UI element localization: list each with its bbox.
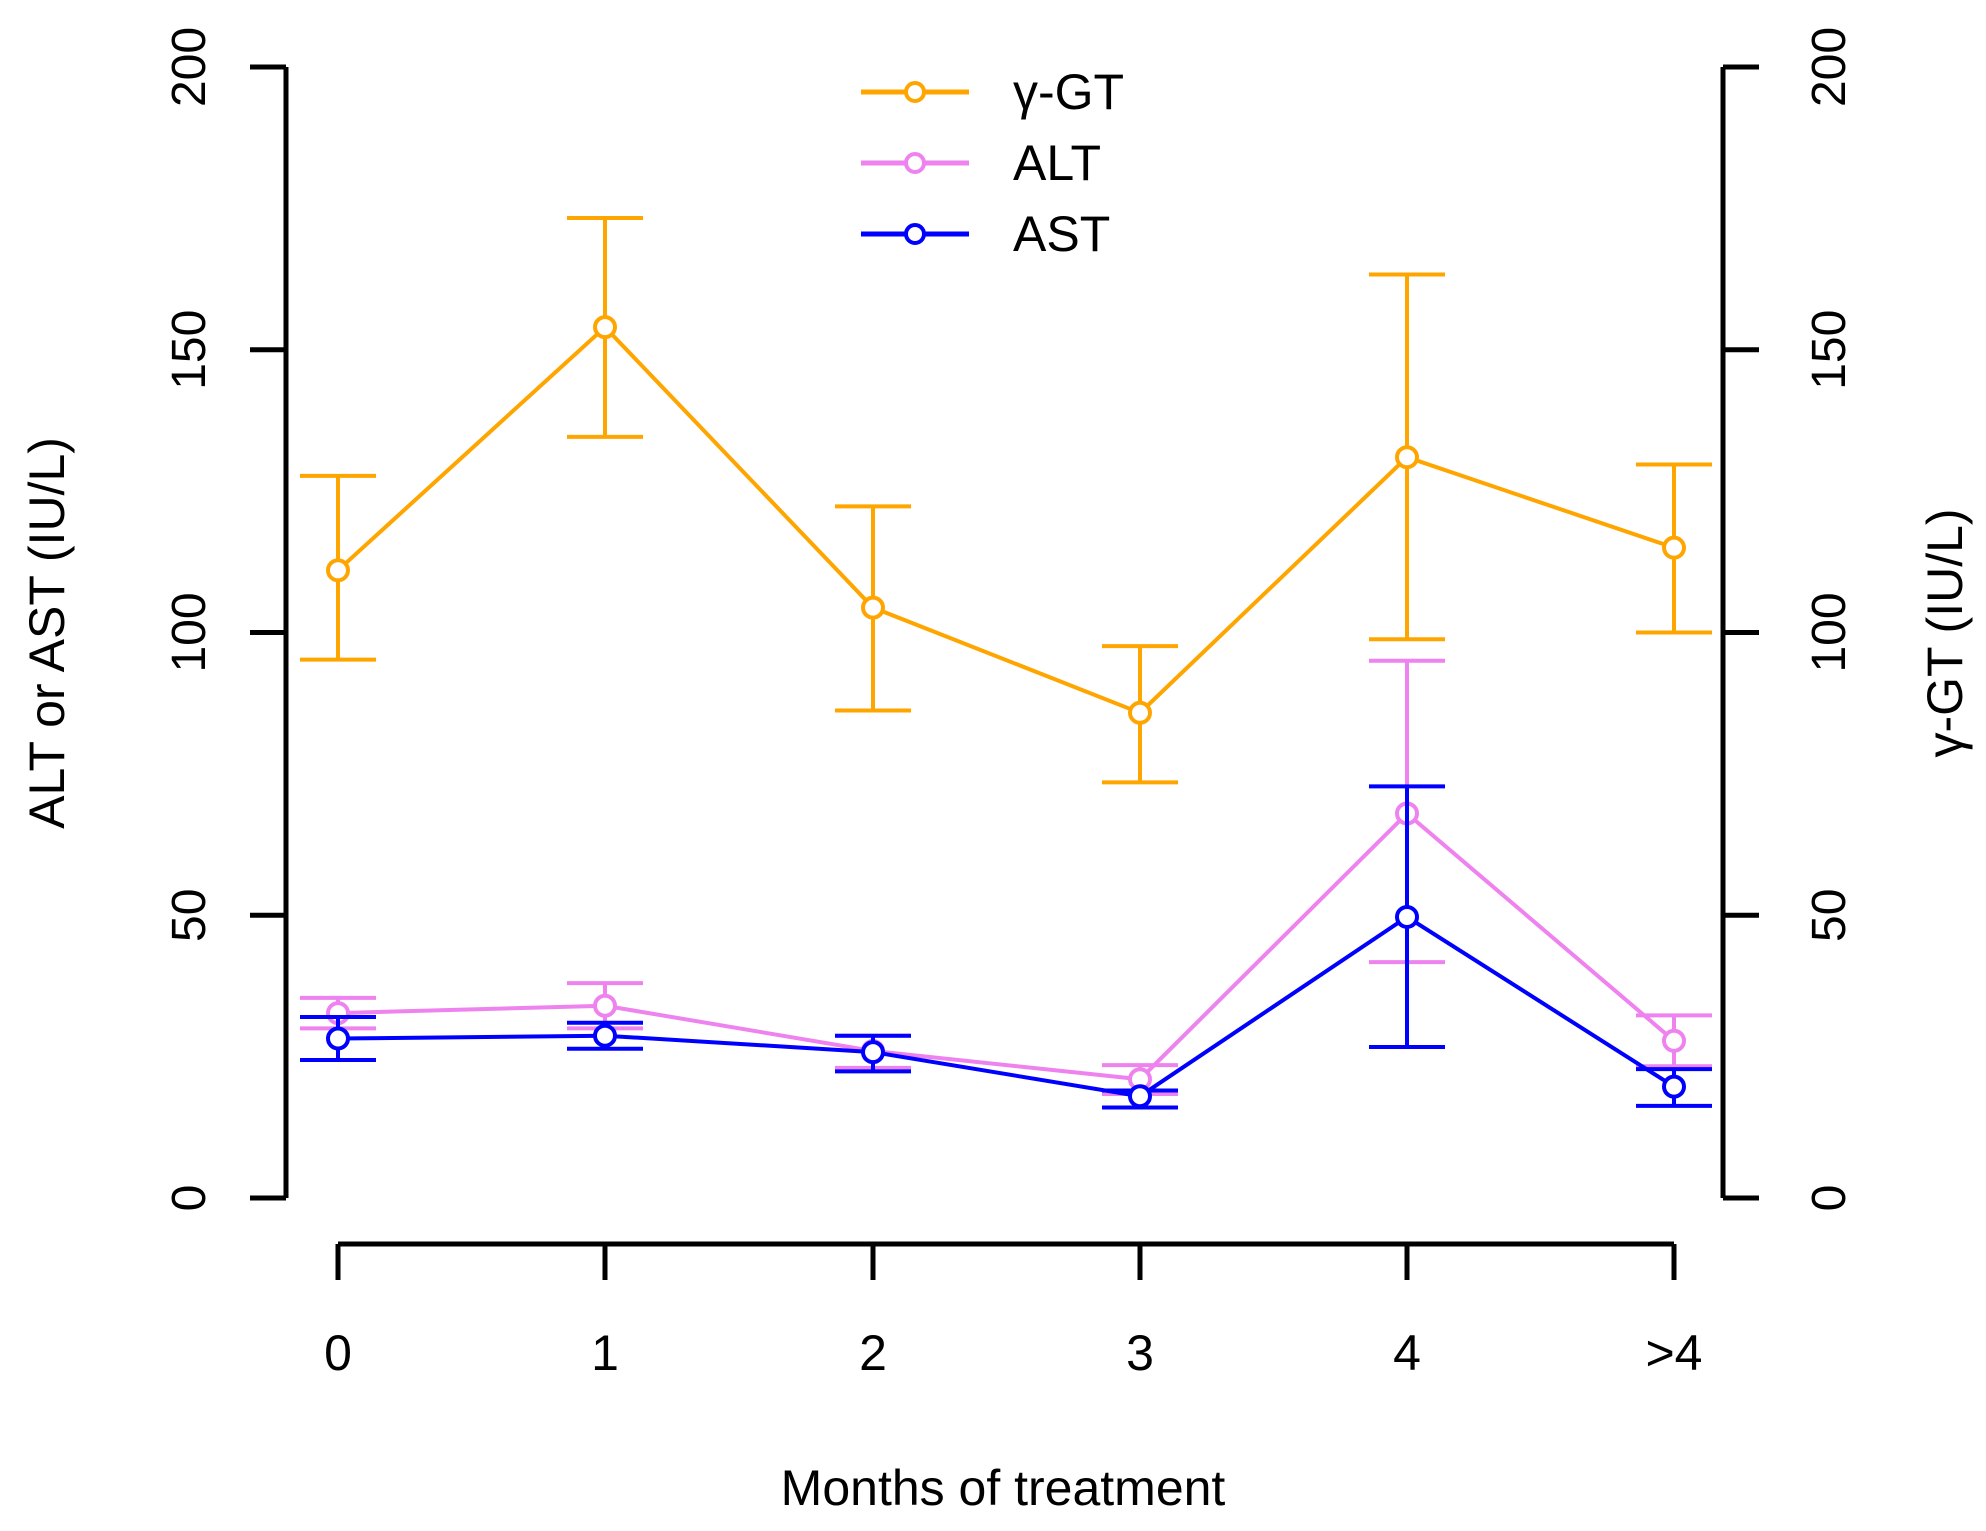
- left-y-tick-label: 50: [163, 889, 216, 942]
- right-y-axis-label: γ-GT (IU/L): [1917, 508, 1973, 757]
- left-y-tick-label: 150: [163, 310, 216, 390]
- data-point: [593, 1023, 617, 1048]
- series-line: [336, 324, 1675, 716]
- x-axis-label: Months of treatment: [781, 1460, 1226, 1516]
- data-point: [593, 993, 617, 1018]
- legend-label: ALT: [1013, 135, 1101, 191]
- series-line: [337, 914, 1676, 1099]
- x-tick-label: 0: [324, 1325, 352, 1381]
- series-layer: [300, 215, 1712, 1110]
- data-point: [1395, 904, 1419, 929]
- legend: γ-GT ALT AST: [861, 64, 1124, 262]
- series-line: [337, 810, 1676, 1082]
- left-y-tick-label: 100: [163, 592, 216, 672]
- x-tick-label: 3: [1126, 1325, 1154, 1381]
- legend-marker: [904, 152, 926, 174]
- data-point: [1128, 700, 1152, 725]
- left-y-tick-label: 200: [163, 27, 216, 107]
- x-tick-label: 4: [1393, 1325, 1421, 1381]
- data-point: [1662, 535, 1686, 560]
- series-alt: [300, 658, 1712, 1096]
- data-point: [1662, 1028, 1686, 1053]
- x-tick-label: 1: [591, 1325, 619, 1381]
- data-point: [326, 1026, 350, 1051]
- legend-marker: [904, 81, 926, 103]
- legend-label: AST: [1013, 206, 1110, 262]
- legend-marker: [904, 223, 926, 245]
- right-y-tick-label: 100: [1803, 592, 1856, 672]
- data-point: [1128, 1084, 1152, 1109]
- data-point: [1662, 1074, 1686, 1099]
- right-y-tick-label: 0: [1803, 1185, 1856, 1212]
- data-point: [861, 595, 885, 620]
- series-ast: [300, 784, 1712, 1110]
- left-y-axis-label: ALT or AST (IU/L): [19, 437, 75, 829]
- left-y-tick-label: 0: [163, 1185, 216, 1212]
- axes: 0 0 50 50 100 100 150 150 200 200 0 1 2 3 4 >4: [163, 27, 1856, 1381]
- data-point: [1395, 445, 1419, 470]
- right-y-tick-label: 150: [1803, 310, 1856, 390]
- legend-label: γ-GT: [1013, 64, 1124, 120]
- x-tick-label: 2: [859, 1325, 887, 1381]
- right-y-tick-label: 200: [1803, 27, 1856, 107]
- data-point: [861, 1040, 885, 1065]
- data-point: [593, 315, 617, 340]
- right-y-tick-label: 50: [1803, 889, 1856, 942]
- x-tick-label: >4: [1645, 1325, 1702, 1381]
- series-gt: [300, 215, 1712, 785]
- data-point: [326, 558, 350, 583]
